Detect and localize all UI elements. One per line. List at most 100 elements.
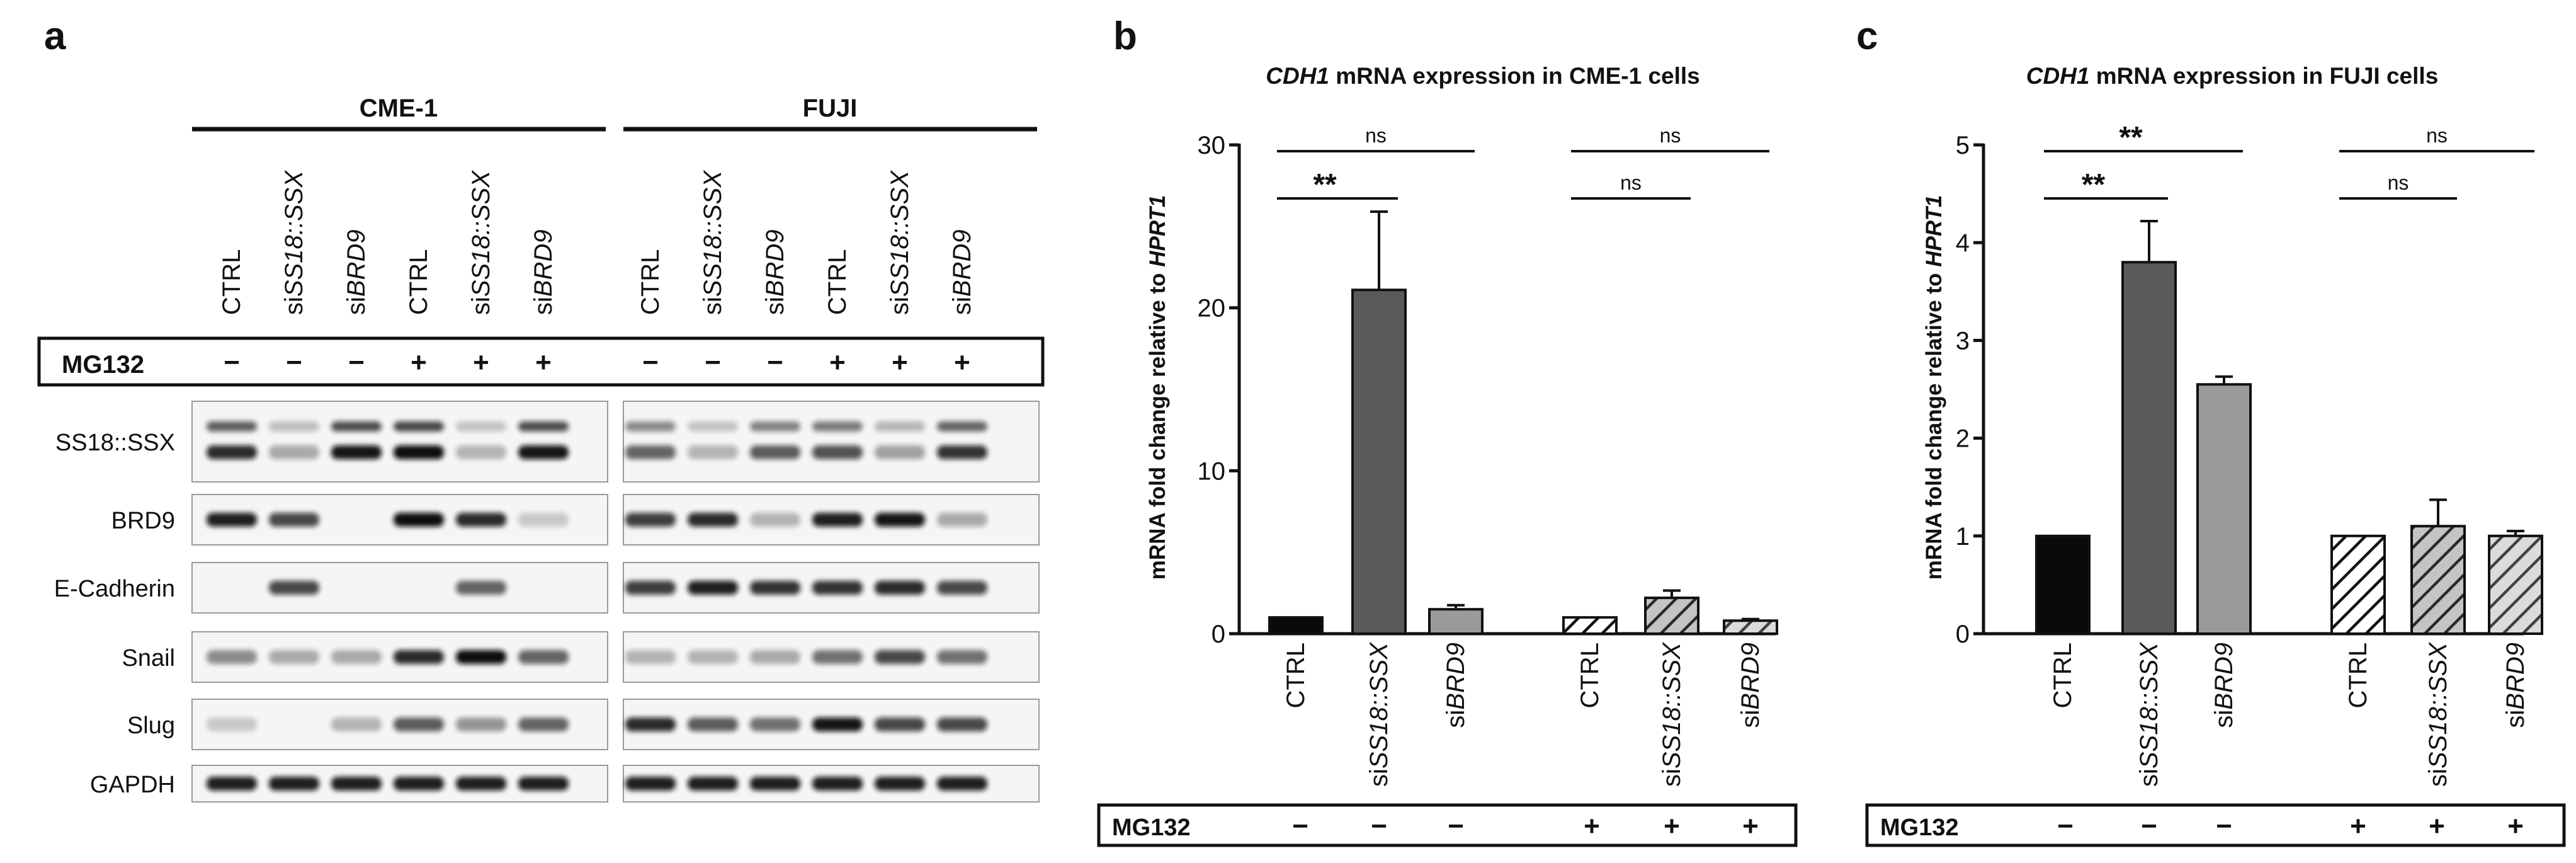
mg132-sign: +	[829, 347, 846, 378]
x-tick-label: CTRL	[2344, 643, 2372, 708]
mg132-label: MG132	[62, 351, 144, 379]
lane-label: CTRL	[405, 249, 433, 315]
panel-b-title: CDH1 mRNA expression in CME-1 cells	[1266, 63, 1700, 89]
blot-band	[812, 650, 863, 664]
panel-c-ylabel: mRNA fold change relative to HPRT1	[1922, 195, 1946, 580]
significance-label: ns	[1660, 124, 1681, 147]
blot-band	[207, 650, 257, 664]
blot-band	[456, 717, 506, 731]
panel-b: b CDH1 mRNA expression in CME-1 cells mR…	[1097, 14, 1798, 847]
blot-band	[750, 650, 800, 664]
x-tick-label: siBRD9	[1737, 643, 1764, 728]
blot-band	[688, 421, 738, 432]
mg132-label-c: MG132	[1880, 814, 1959, 841]
blot-band	[750, 581, 800, 595]
panel-b-ylabel: mRNA fold change relative to HPRT1	[1145, 195, 1170, 580]
mg132-signs-c: − − − + + +	[2057, 811, 2524, 842]
blot-band	[207, 421, 257, 432]
blot-band	[269, 421, 319, 432]
mg132-sign: −	[1292, 811, 1308, 842]
lane-label: siSS18::SSX	[886, 170, 914, 315]
blot-band	[875, 421, 925, 432]
bar-tint	[1644, 597, 1699, 635]
lane-label: siBRD9	[530, 229, 557, 315]
mg132-sign: +	[1742, 811, 1759, 842]
blot-membrane	[191, 562, 608, 614]
bar	[1268, 616, 1324, 636]
blot-band	[456, 513, 506, 527]
protein-label: GAPDH	[90, 772, 175, 798]
blot-band	[269, 445, 319, 459]
mg132-label-b: MG132	[1112, 814, 1191, 841]
blot-band	[625, 421, 676, 432]
mg132-sign: +	[473, 347, 489, 378]
blot-band	[937, 421, 987, 432]
blot-band	[937, 717, 987, 731]
blot-band	[269, 777, 319, 791]
bar	[1428, 608, 1484, 636]
blot-band	[937, 581, 987, 595]
blot-band	[812, 717, 863, 731]
lane-label: CTRL	[637, 249, 664, 315]
panel-a: a CME-1 FUJI CTRL siSS18::SSX siBRD9 CTRL si…	[37, 14, 1045, 803]
blot-band	[875, 650, 925, 664]
bar-tint	[2410, 525, 2466, 636]
y-tick-label: 30	[1198, 132, 1226, 159]
lane-labels: CTRL siSS18::SSX siBRD9 CTRL siSS18::SSX siBR…	[218, 170, 976, 315]
lane-label: siSS18::SSX	[467, 170, 495, 315]
blot-band	[625, 717, 676, 731]
mg132-signs-b: − − − + + +	[1292, 811, 1759, 842]
mg132-sign: −	[1448, 811, 1464, 842]
panel-b-letter: b	[1113, 14, 1137, 58]
blot-band	[688, 717, 738, 731]
lane-label: CTRL	[218, 249, 246, 315]
blot-band	[518, 421, 569, 432]
blot-band	[456, 445, 506, 459]
blot-band	[812, 581, 863, 595]
bar	[2488, 534, 2543, 635]
blot-band	[875, 717, 925, 731]
x-tick-label: siBRD9	[1442, 643, 1470, 728]
mg132-sign: +	[954, 347, 970, 378]
blot-band	[394, 650, 444, 664]
bar	[1351, 289, 1407, 636]
protein-label: E-Cadherin	[54, 576, 175, 602]
x-tick-label: siSS18::SSX	[1658, 642, 1686, 787]
lane-label: siSS18::SSX	[699, 170, 727, 315]
blot-band	[269, 650, 319, 664]
blot-band	[394, 513, 444, 527]
lane-label: siBRD9	[343, 229, 370, 315]
blot-membrane	[191, 401, 608, 483]
blot-band	[875, 581, 925, 595]
significance-label: ns	[1365, 124, 1387, 147]
bar	[1562, 616, 1618, 636]
lane-label: siBRD9	[948, 229, 976, 315]
group-label-fuji: FUJI	[803, 94, 858, 122]
blot-membrane	[623, 401, 1040, 483]
x-tick-label: CTRL	[2049, 643, 2077, 708]
blot-band	[688, 777, 738, 791]
blot-band	[207, 717, 257, 731]
panel-c-letter: c	[1856, 14, 1878, 58]
significance-label: ns	[1620, 171, 1642, 194]
blot-band	[331, 445, 382, 459]
y-tick-label: 0	[1211, 620, 1225, 648]
blot-band	[518, 650, 569, 664]
mg132-sign: +	[1584, 811, 1600, 842]
panel-c: c CDH1 mRNA expression in FUJI cells mRN…	[1856, 14, 2566, 847]
blot-band	[456, 650, 506, 664]
blot-band	[518, 513, 569, 527]
blot-band	[394, 445, 444, 459]
significance-label: **	[1313, 168, 1337, 202]
blot-band	[750, 513, 800, 527]
mg132-sign: −	[2057, 811, 2074, 842]
blot-band	[625, 777, 676, 791]
bar	[2196, 383, 2252, 635]
blot-band	[937, 777, 987, 791]
blot-band	[518, 445, 569, 459]
